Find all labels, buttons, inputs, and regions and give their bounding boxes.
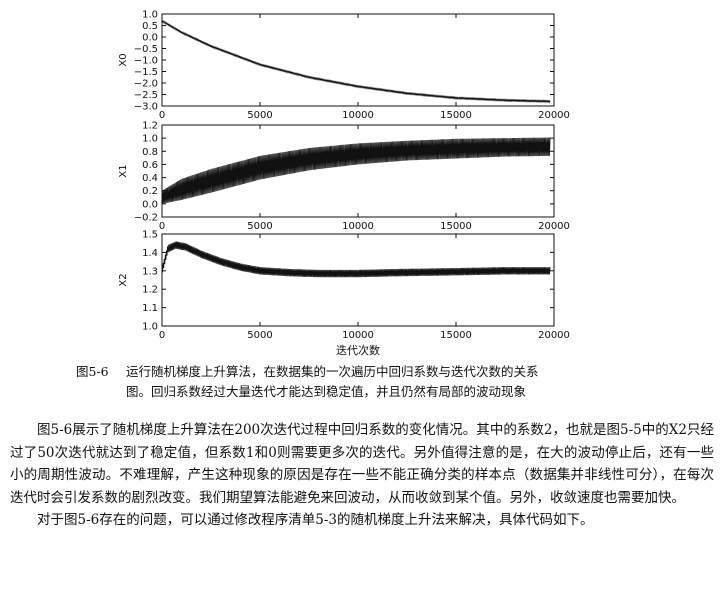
x-tick-label: 10000 [342, 110, 374, 121]
y-axis-label: X0 [118, 53, 129, 66]
body-text: 图5-6展示了随机梯度上升算法在200次迭代过程中回归系数的变化情况。其中的系数… [10, 419, 714, 532]
y-tick-label: 0.2 [142, 186, 158, 197]
y-tick-label: 0.0 [142, 199, 158, 210]
x-axis-label: 迭代次数 [336, 343, 380, 357]
x-tick-label: 0 [159, 221, 165, 232]
y-tick-label: −2.0 [134, 79, 158, 90]
y-tick-label: 0.6 [142, 160, 158, 171]
plot-frame [161, 233, 555, 327]
x-tick-label: 20000 [538, 330, 570, 341]
y-tick-label: 0.4 [142, 173, 158, 184]
x-tick-label: 5000 [247, 221, 272, 232]
y-tick-label: −0.5 [134, 44, 158, 55]
chart-panel-x0: 1.00.50.0−0.5−1.0−1.5−2.0−2.5−3.00 5000 10… [118, 10, 570, 122]
x-tick-label: 15000 [440, 110, 472, 121]
y-tick-label: 0.8 [142, 147, 158, 158]
y-tick-label: 1.5 [142, 230, 158, 241]
y-axis-label: X1 [118, 164, 129, 177]
y-tick-label: −3.0 [134, 102, 158, 113]
x-tick-label: 0 [159, 330, 165, 341]
paragraph-2: 对于图5-6存在的问题，可以通过修改程序清单5-3的随机梯度上升法来解决，具体代… [37, 512, 594, 528]
y-tick-label: 1.2 [142, 121, 158, 132]
x-tick-label: 0 [159, 110, 165, 121]
y-tick-label: −1.0 [134, 56, 158, 67]
y-tick-label: 1.4 [142, 248, 158, 259]
x-tick-label: 20000 [538, 110, 570, 121]
chart-panel-x2: 1.5 1.4 1.3 1.2 1.1 1.00 5000 10000 15000 20000 X2 [118, 230, 570, 342]
y-tick-label: 1.0 [142, 134, 158, 145]
figure-5-6: 1.00.50.0−0.5−1.0−1.5−2.0−2.5−3.00 5000 10… [118, 10, 570, 358]
y-tick-label: 0.0 [142, 33, 158, 44]
y-tick-label: 1.3 [142, 266, 158, 277]
y-axis-label: X2 [118, 273, 129, 286]
caption-line-2: 图。回归系数经过大量迭代才能达到稳定值，并且仍然有局部的波动现象 [126, 384, 527, 399]
series-line-x0 [161, 19, 551, 104]
caption-number: 图5-6 [76, 364, 109, 379]
y-tick-label: −1.5 [134, 67, 158, 78]
x-tick-label: 5000 [247, 110, 272, 121]
y-tick-label: 0.5 [142, 21, 158, 32]
y-tick-label: 1.0 [142, 322, 158, 333]
series-line-x2 [161, 241, 551, 278]
series-line-x1 [161, 137, 551, 204]
y-tick-label: 1.2 [142, 285, 158, 296]
y-tick-label: −2.5 [134, 90, 158, 101]
x-tick-label: 20000 [538, 221, 570, 232]
x-tick-label: 15000 [440, 330, 472, 341]
x-tick-label: 10000 [342, 221, 374, 232]
x-tick-label: 15000 [440, 221, 472, 232]
figure-caption: 图5-6 运行随机梯度上升算法，在数据集的一次遍历中回归系数与迭代次数的关系 图。… [76, 362, 696, 402]
plot-frame [161, 13, 555, 107]
y-tick-label: −0.2 [134, 213, 158, 224]
caption-line-1: 运行随机梯度上升算法，在数据集的一次遍历中回归系数与迭代次数的关系 [126, 364, 539, 379]
y-tick-label: 1.0 [142, 10, 158, 21]
x-tick-label: 10000 [342, 330, 374, 341]
y-tick-label: 1.1 [142, 303, 158, 314]
paragraph-1: 图5-6展示了随机梯度上升算法在200次迭代过程中回归系数的变化情况。其中的系数… [10, 422, 714, 506]
chart-panel-x1: 1.2 1.0 0.8 0.6 0.4 0.2 0.0 −0.20 5000 10000 15000… [118, 121, 570, 233]
x-tick-label: 5000 [247, 330, 272, 341]
